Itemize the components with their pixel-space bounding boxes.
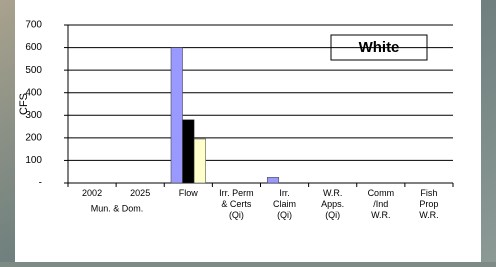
x-tick-label-line: /Ind bbox=[373, 199, 388, 209]
bar bbox=[183, 120, 195, 183]
x-tick-label-line: W.R. bbox=[419, 210, 439, 220]
x-tick-label-line: W.R. bbox=[323, 188, 343, 198]
y-tick-label: 700 bbox=[25, 20, 42, 31]
x-tick-label-line: Fish bbox=[420, 188, 437, 198]
x-tick-label-line: (Qi) bbox=[325, 210, 340, 220]
bar bbox=[267, 177, 279, 183]
x-tick-label-line: Irr. bbox=[279, 188, 290, 198]
group-label: Mun. & Dom. bbox=[91, 203, 144, 213]
x-tick-label-line: Claim bbox=[273, 199, 296, 209]
y-tick-label: 300 bbox=[25, 110, 42, 121]
y-tick-label: - bbox=[39, 178, 42, 189]
y-tick-label: 500 bbox=[25, 65, 42, 76]
x-tick-label-line: (Qi) bbox=[229, 210, 244, 220]
x-tick-label-line: Apps. bbox=[321, 199, 344, 209]
bar bbox=[194, 139, 206, 183]
y-tick-label: 200 bbox=[25, 132, 42, 143]
x-tick-label-line: Comm bbox=[368, 188, 395, 198]
x-tick-label-line: Prop bbox=[419, 199, 438, 209]
x-tick-label-line: 2025 bbox=[130, 188, 150, 198]
x-tick-label-line: W.R. bbox=[371, 210, 391, 220]
x-tick-label-line: (Qi) bbox=[277, 210, 292, 220]
screenshot: White CFS Mun. & Dom. -10020030040050060… bbox=[0, 0, 496, 262]
y-tick-label: 600 bbox=[25, 42, 42, 53]
bar bbox=[171, 48, 183, 183]
x-tick-label: 2002 bbox=[82, 188, 102, 198]
x-tick-label-line: Irr. Perm bbox=[219, 188, 254, 198]
x-tick-label: Flow bbox=[179, 188, 199, 198]
y-tick-label: 400 bbox=[25, 87, 42, 98]
x-tick-label-line: & Certs bbox=[221, 199, 252, 209]
y-tick-label: 100 bbox=[25, 155, 42, 166]
x-tick-label: 2025 bbox=[130, 188, 150, 198]
x-tick-label-line: Flow bbox=[179, 188, 199, 198]
x-tick-label-line: 2002 bbox=[82, 188, 102, 198]
